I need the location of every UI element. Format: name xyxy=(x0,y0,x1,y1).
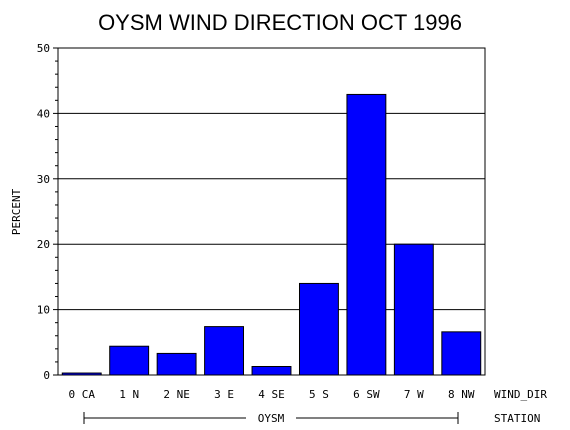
x-tick-label: 7 W xyxy=(404,388,424,401)
bar xyxy=(156,352,197,376)
x-tick-label: 8 NW xyxy=(448,388,475,401)
bar xyxy=(251,365,292,376)
bar xyxy=(109,345,150,376)
x-tick-label: 2 NE xyxy=(163,388,190,401)
station-label-bg xyxy=(246,411,296,425)
x-tick-label: 5 S xyxy=(309,388,329,401)
bar xyxy=(346,93,387,376)
y-tick-label: 0 xyxy=(43,369,50,382)
x-axis-labels: 0 CA 1 N 2 NE 3 E 4 SE 5 S 6 SW 7 W 8 NW xyxy=(68,388,474,401)
y-tick-label: 30 xyxy=(37,173,50,186)
bars xyxy=(61,93,482,376)
plot-frame xyxy=(57,47,486,376)
chart-title: OYSM WIND DIRECTION OCT 1996 xyxy=(98,10,462,35)
y-tick-label: 10 xyxy=(37,304,50,317)
station-axis-label: STATION xyxy=(494,412,540,425)
bar xyxy=(441,331,482,376)
x-tick-label: 1 N xyxy=(119,388,139,401)
y-axis-label: PERCENT xyxy=(10,188,23,235)
x-axis-label: WIND_DIR xyxy=(494,388,547,401)
bar xyxy=(298,282,339,376)
y-tick-label: 20 xyxy=(37,238,50,251)
y-tick-label: 50 xyxy=(37,42,50,55)
station-name: OYSM xyxy=(258,412,285,425)
x-tick-label: 6 SW xyxy=(353,388,380,401)
y-tick-label: 40 xyxy=(37,107,50,120)
x-tick-label: 4 SE xyxy=(258,388,285,401)
bar xyxy=(393,243,434,376)
x-tick-label: 0 CA xyxy=(68,388,95,401)
bar xyxy=(204,326,245,376)
y-axis-ticks: 0 10 20 30 40 50 xyxy=(37,42,58,382)
x-tick-label: 3 E xyxy=(214,388,234,401)
